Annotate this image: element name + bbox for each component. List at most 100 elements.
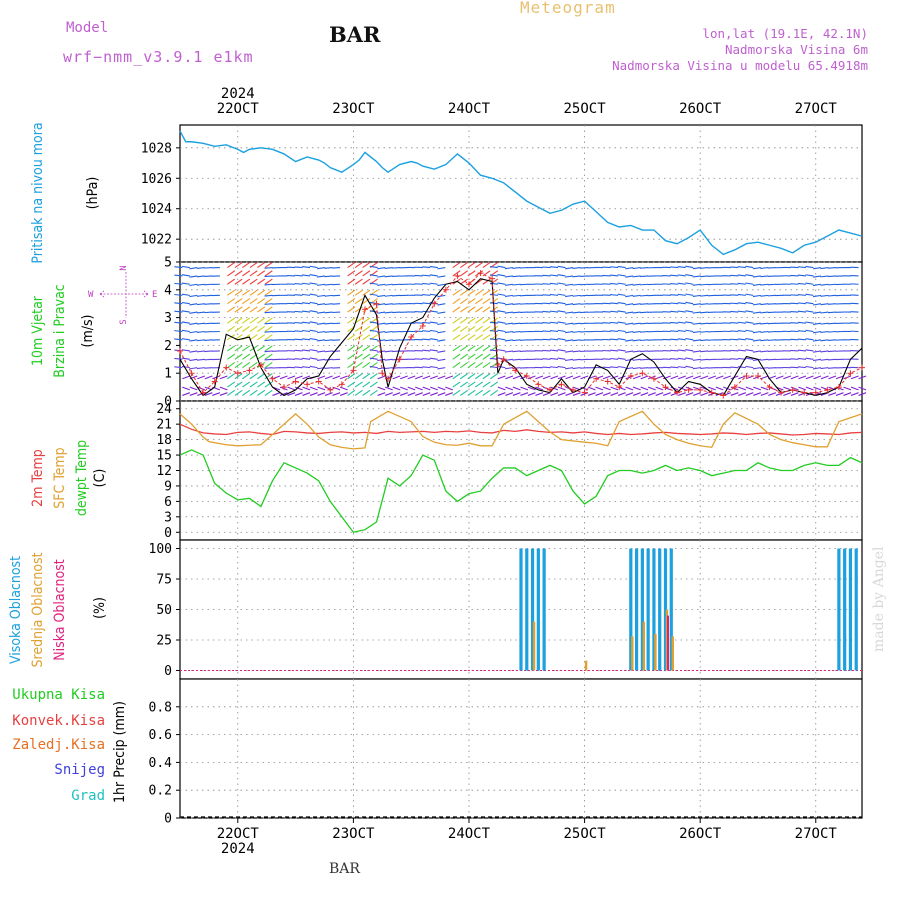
wind-arrow [827,267,837,269]
wind-arrow [242,317,251,324]
wind-mean-marker [477,270,484,277]
wind-arrow [482,289,491,296]
temp-line-2m-temp [179,423,863,436]
wind-arrow [264,358,273,361]
wind-mean-marker [177,347,183,354]
wind-arrow [670,302,679,305]
wind-arrow [677,357,686,360]
wind-arrow [625,330,634,334]
wind-arrow [700,392,709,396]
wind-arrow [692,339,701,342]
wind-arrow [264,289,273,296]
wind-arrow [685,392,694,396]
wind-arrow [189,350,198,353]
wind-arrow [692,311,701,314]
wind-arrow [587,392,596,396]
wind-arrow [730,283,739,285]
wind-arrow [392,311,401,314]
wind-arrow [182,375,191,380]
wind-arrow [760,275,769,278]
wind-mean-marker [211,378,218,385]
wind-arrow [745,301,754,305]
wind-arrow [362,362,371,369]
wind-arrow [174,338,183,341]
wind-arrow [317,392,326,396]
wind-arrow [542,358,551,360]
wind-arrow [745,365,754,369]
wind-arrow [482,306,491,313]
wind-arrow [685,293,694,296]
wind-arrow [737,310,746,313]
wind-arrow [309,293,318,296]
wind-mean-marker [523,372,530,379]
wind-arrow [617,338,626,341]
wind-mean-marker [489,275,496,282]
wind-arrow [279,375,288,380]
wind-arrow [242,362,251,369]
wind-arrow [227,389,236,396]
wind-max-line [179,278,863,397]
wind-mean-marker [812,389,819,396]
wind-arrow [580,322,589,325]
wind-arrow [302,386,311,391]
wind-arrow [572,330,581,333]
wind-arrow [452,306,461,313]
wind-arrow [459,381,469,388]
wind-arrow [625,267,634,270]
wind-arrow [700,322,709,325]
wind-arrow [475,345,484,352]
wind-arrow [437,375,446,380]
wind-arrow [542,283,551,285]
wind-mean-marker [373,300,380,307]
wind-arrow [400,392,408,396]
wind-arrow [497,293,506,296]
wind-arrow [475,389,484,396]
wind-arrow [422,294,431,296]
wind-mean-marker [442,286,449,293]
temp-line-sfc-temp [179,410,863,450]
wind-arrow [692,267,701,270]
wind-arrow [264,381,273,388]
wind-arrow [467,373,476,380]
wind-arrow [309,357,318,360]
wind-arrow [249,389,258,396]
wind-arrow [745,357,754,360]
wind-arrow [249,270,258,277]
wind-arrow [820,339,829,342]
wind-arrow [505,392,514,396]
wind-arrow [542,266,551,269]
wind-arrow [354,345,363,352]
wind-arrow [700,303,709,306]
wind-arrow [489,282,498,285]
wind-arrow [535,375,544,380]
x-tick-label-bottom: 25OCT [563,826,606,842]
wind-arrow [512,350,521,353]
wind-arrow [640,267,649,269]
wind-arrow [549,282,559,285]
wind-arrow [459,389,469,396]
wind-arrow [197,375,206,380]
y-tick-label: 1 [164,367,172,382]
y-tick-label: 50 [156,603,172,618]
wind-arrow [580,267,589,269]
wind-arrow [459,289,469,296]
wind-arrow [843,386,852,391]
wind-arrow [632,392,641,396]
wind-arrow [467,306,476,313]
x-tick-label-bottom: 27OCT [795,826,838,842]
wind-arrow [377,311,386,314]
wind-arrow [437,339,446,342]
wind-arrow [302,338,311,341]
wind-arrow [497,265,506,269]
wind-arrow [805,386,814,391]
wind-arrow [204,358,213,361]
wind-arrow [294,366,303,369]
wind-arrow [760,311,769,314]
wind-arrow [812,311,822,314]
wind-arrow [565,358,574,362]
wind-arrow [257,325,266,332]
wind-arrow [760,303,769,306]
wind-arrow [760,386,769,391]
compass-e: E [152,290,157,300]
wind-arrow [377,375,386,380]
